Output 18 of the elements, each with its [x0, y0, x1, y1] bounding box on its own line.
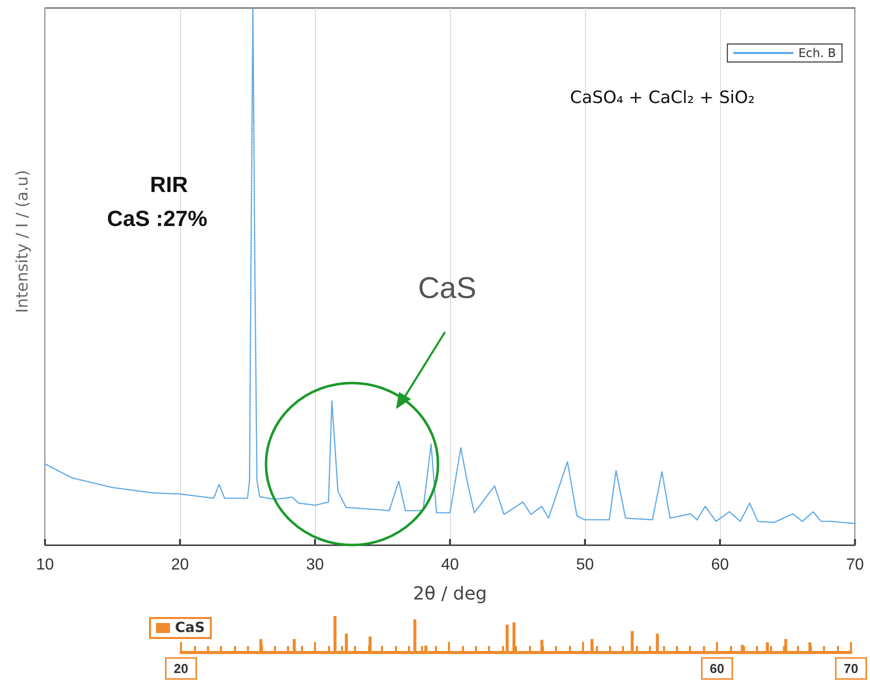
annotation: RIR [150, 172, 188, 198]
x-tick-label: 70 [846, 556, 864, 574]
x-tick-label: 20 [171, 556, 189, 574]
x-tick-label: 40 [441, 556, 459, 574]
annotation: CaSO₄ + CaCl₂ + SiO₂ [570, 88, 755, 108]
legend-label: Ech. B [798, 46, 836, 60]
x-tick-label: 50 [576, 556, 594, 574]
legend-label: CaS [175, 620, 205, 636]
x-tick-label: 70 [844, 661, 858, 676]
x-tick-label: 60 [710, 661, 724, 676]
x-tick-label: 10 [36, 556, 54, 574]
y-axis-title: Intensity / I / (a.u) [12, 170, 32, 313]
x-axis-title: 2θ / deg [413, 584, 487, 604]
annotation: CaS [418, 272, 476, 306]
annotation: CaS :27% [107, 206, 208, 232]
x-tick-label: 20 [174, 661, 188, 676]
x-tick-label: 30 [306, 556, 324, 574]
x-tick-label: 60 [711, 556, 729, 574]
